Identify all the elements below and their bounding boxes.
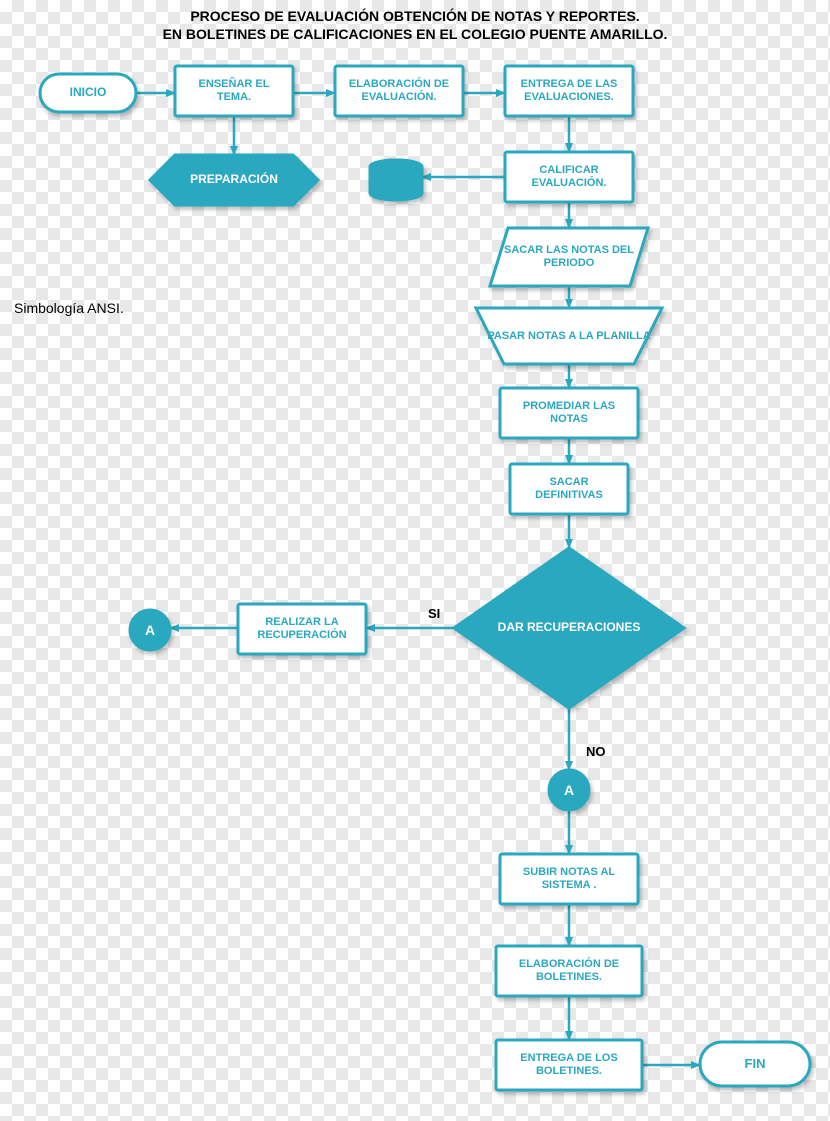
node-sacar_notas: SACAR LAS NOTAS DEL PERIODO: [490, 228, 648, 286]
node-ensenar: ENSEÑAR EL TEMA.: [175, 66, 293, 116]
node-fin: FIN: [700, 1042, 810, 1086]
node-dar_recup: DAR RECUPERACIONES: [454, 548, 684, 708]
node-preparacion: PREPARACIÓN: [150, 155, 318, 205]
node-subir_notas: SUBIR NOTAS AL SISTEMA .: [500, 854, 638, 904]
node-elaboracion: ELABORACIÓN DE EVALUACIÓN.: [335, 66, 463, 116]
node-calificar: CALIFICAR EVALUACIÓN.: [505, 152, 633, 202]
title-line-1: PROCESO DE EVALUACIÓN OBTENCIÓN DE NOTAS…: [0, 8, 830, 24]
node-pasar_notas: PASAR NOTAS A LA PLANILLA: [476, 308, 662, 364]
node-realizar_recup: REALIZAR LA RECUPERACIÓN: [238, 604, 366, 654]
node-inicio: INICIO: [40, 74, 136, 112]
node-connA_left: A: [130, 610, 170, 650]
node-entrega_bolet: ENTREGA DE LOS BOLETINES.: [496, 1040, 642, 1090]
edge-label-11: SI: [428, 606, 440, 621]
edge-label-13: NO: [586, 744, 606, 759]
node-connA_down: A: [549, 770, 589, 810]
node-entrega_eval: ENTREGA DE LAS EVALUACIONES.: [505, 66, 633, 116]
node-definitivas: SACAR DEFINITIVAS: [510, 464, 628, 514]
title-line-2: EN BOLETINES DE CALIFICACIONES EN EL COL…: [0, 26, 830, 42]
node-cylinder: [370, 160, 422, 200]
node-elab_bolet: ELABORACIÓN DE BOLETINES.: [496, 946, 642, 996]
node-promediar: PROMEDIAR LAS NOTAS: [500, 388, 638, 438]
symbology-label: Simbología ANSI.: [14, 300, 124, 316]
